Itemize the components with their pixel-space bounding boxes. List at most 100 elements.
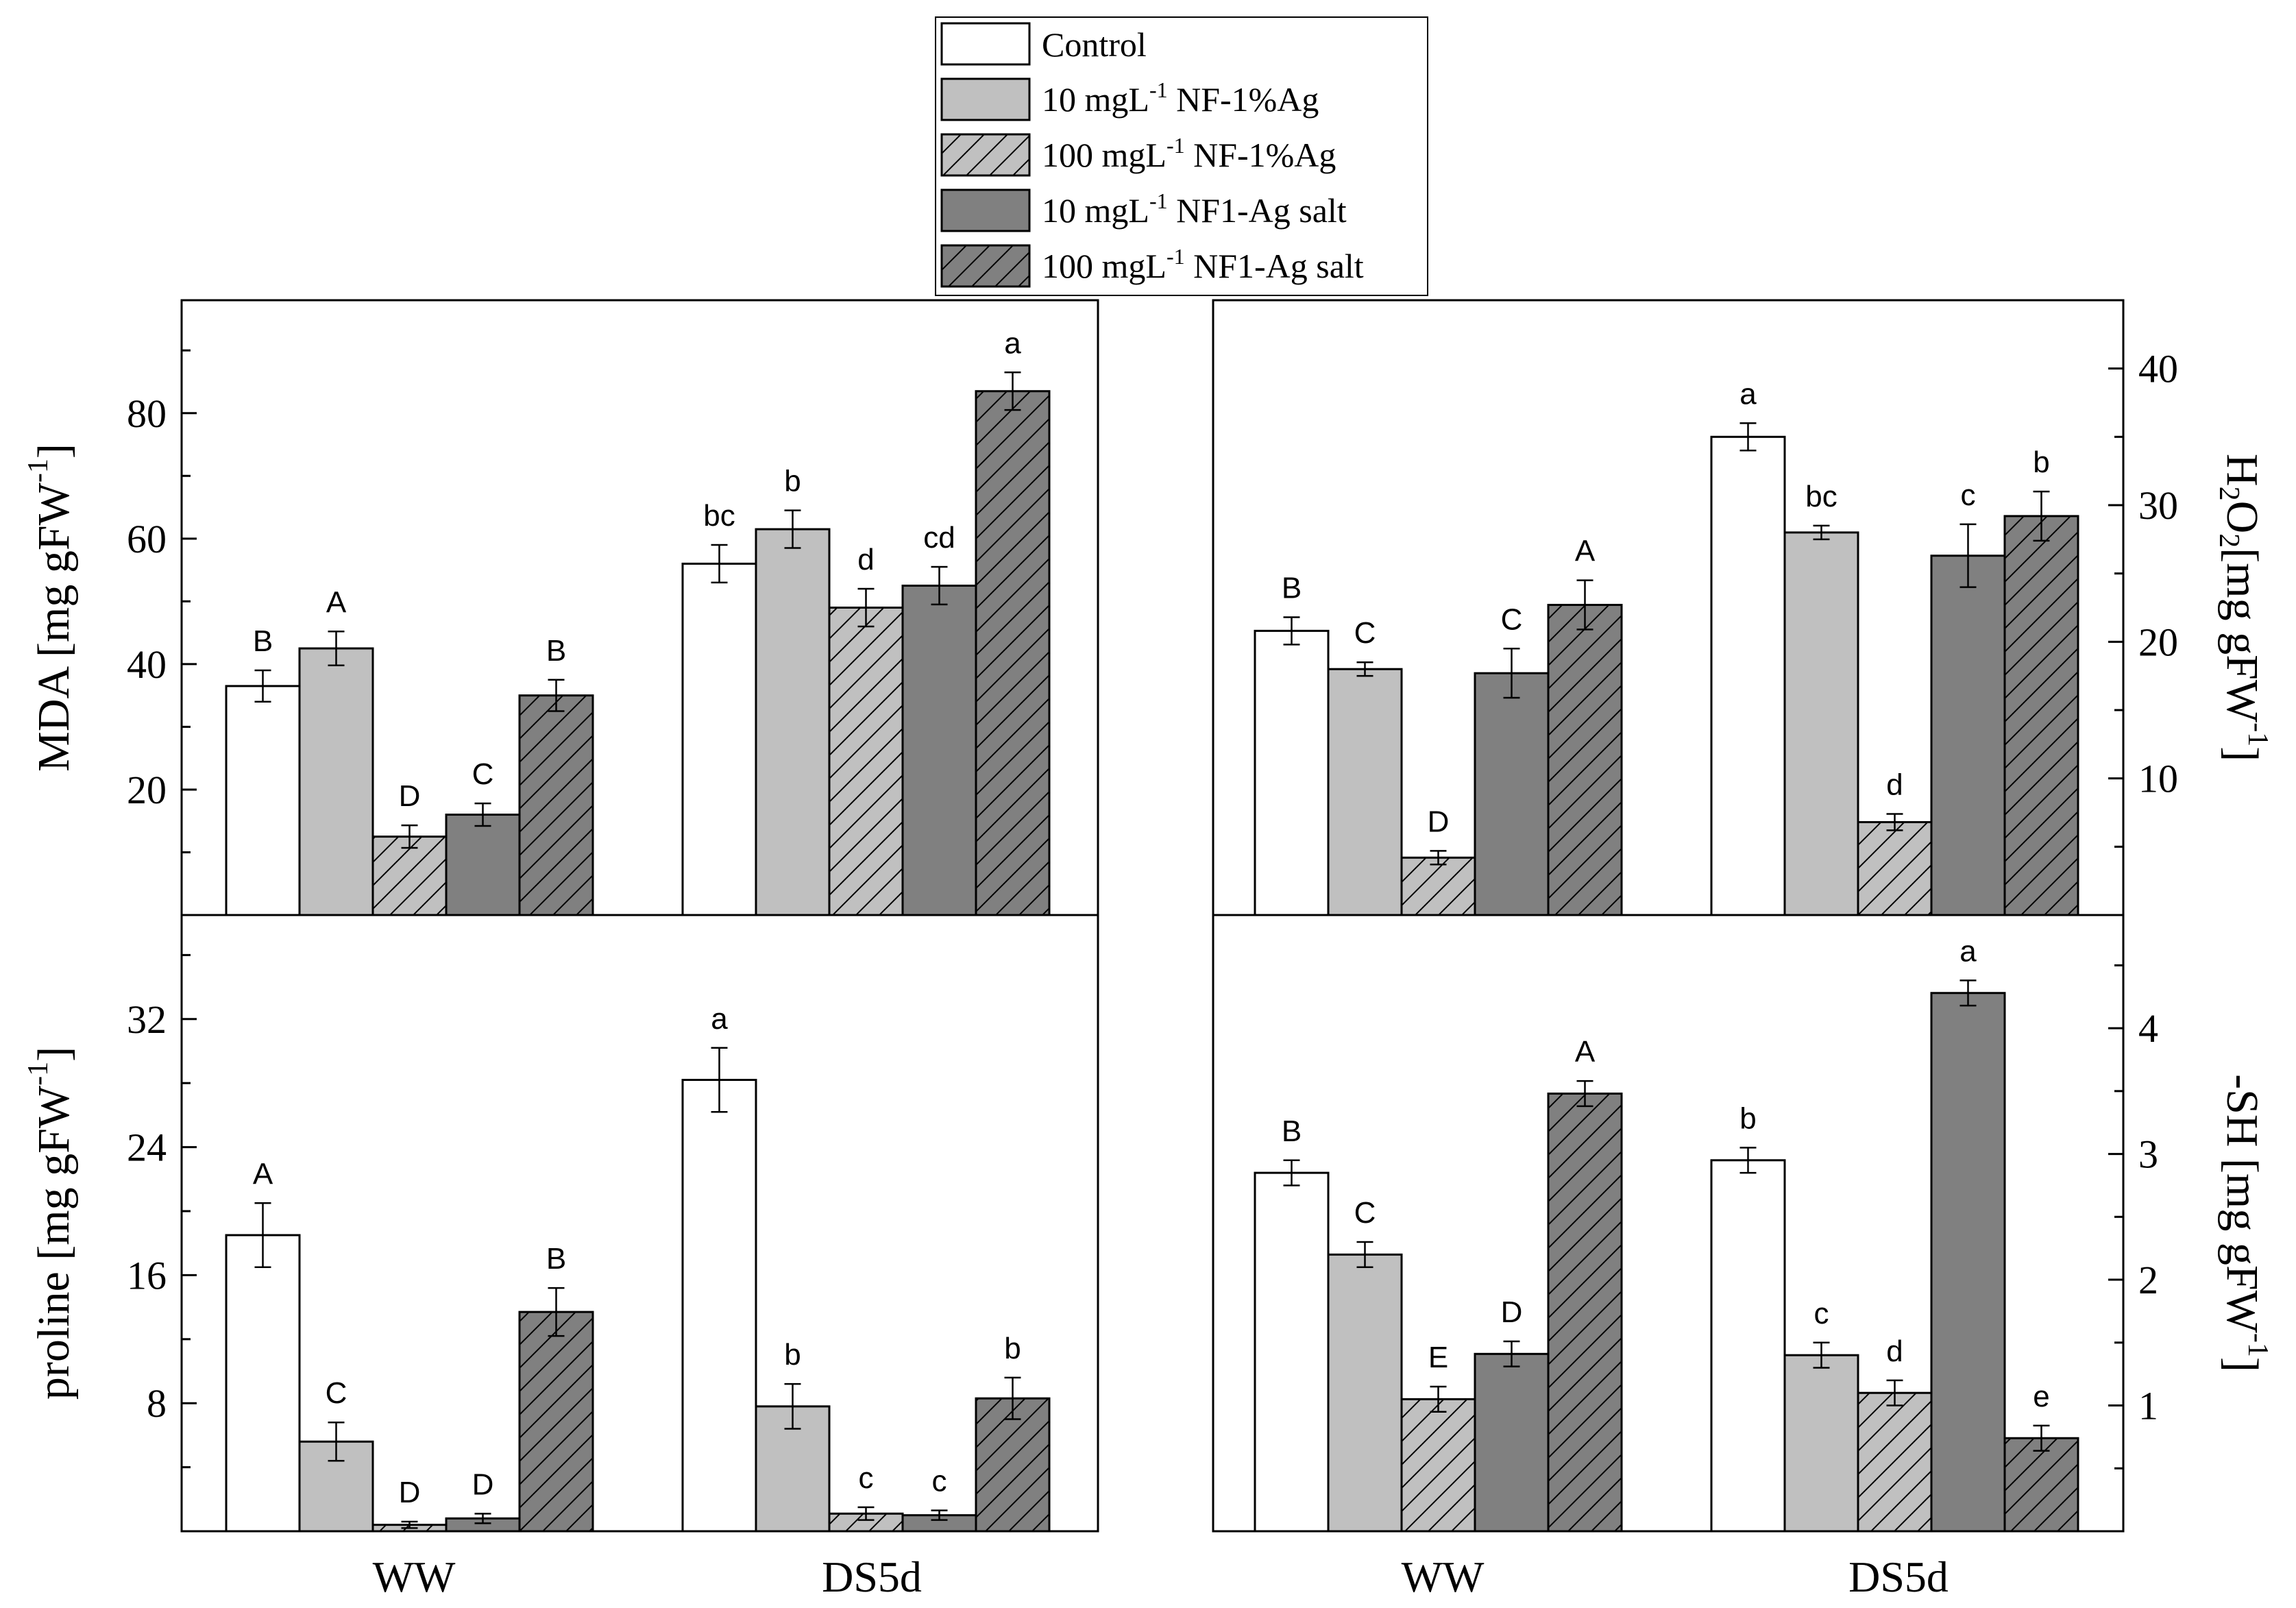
h2o2-bar-nf100-ww [1400,856,1476,916]
mda-bar-salt100-ds5d [975,390,1051,916]
mda-bar-nf100-ds5d [828,607,904,916]
legend-item-salt10: 10 mgL-1 NF1-Ag salt [940,188,1347,232]
sh-bar-salt100-ww [1547,1093,1623,1533]
sh-bar-control-ww [1254,1171,1330,1533]
mda-significance-letter: B [546,634,566,668]
sh-bar-nf100-ww [1400,1398,1476,1533]
proline-y-axis-label: proline [mg gFW-1] [23,1047,80,1400]
legend-item-salt100: 100 mgL-1 NF1-Ag salt [940,244,1364,288]
legend-rest-nf100: NF-1%Ag [1185,136,1336,174]
mda-tick-label: 60 [127,517,167,561]
mda-tick-label: 20 [127,768,167,812]
mda-bar-nf10-ww [298,647,374,916]
sh-significance-letter: C [1354,1196,1376,1230]
sh-significance-letter: d [1886,1335,1903,1368]
legend-label-salt100: 100 mgL-1 NF1-Ag salt [1042,244,1364,285]
h2o2-significance-letter: c [1961,478,1976,512]
legend-sup-salt100: -1 [1167,244,1185,269]
sh-bar-control-ds5d [1710,1159,1786,1533]
proline-tick-label: 8 [147,1381,167,1426]
proline-significance-letter: c [859,1461,874,1495]
x-label-left-ww: WW [373,1552,456,1601]
h2o2-bar-nf100-ds5d [1857,820,1933,916]
mda-significance-letter: a [1004,326,1021,360]
h2o2-significance-letter: b [2033,446,2049,479]
proline-tick-label: 16 [127,1253,167,1298]
h2o2-bar-salt10-ww [1474,672,1550,916]
mda-bar-salt10-ds5d [901,584,977,916]
proline-significance-letter: b [784,1338,801,1372]
proline-significance-letter: c [932,1465,947,1498]
h2o2-bar-control-ds5d [1710,435,1786,916]
h2o2-chart: 10 20 30 40 Ba Cbc Dd Cc Ab H2O2[mg gFW-1] [1254,347,2273,916]
legend-swatch-salt100 [940,244,1031,288]
h2o2-tick-label: 30 [2138,483,2178,528]
sh-significance-letter: e [2033,1380,2049,1413]
legend-sup-salt10: -1 [1149,188,1168,213]
sh-significance-letter: a [1959,934,1977,968]
h2o2-bar-salt100-ww [1547,604,1623,916]
sh-bar-nf10-ds5d [1783,1354,1859,1533]
sh-tick-label: 4 [2138,1006,2158,1051]
sh-significance-letter: A [1575,1035,1596,1069]
h2o2-bar-salt100-ds5d [2003,515,2079,916]
legend-rest-salt10: NF1-Ag salt [1168,191,1347,230]
x-label-right-ww: WW [1402,1552,1485,1601]
legend-swatch-control [940,22,1031,66]
h2o2-tick-label: 10 [2138,757,2178,801]
legend-rest-nf10: NF-1%Ag [1168,80,1319,119]
mda-bar-control-ww [225,685,301,916]
mda-significance-letter: b [784,465,801,498]
h2o2-significance-letter: d [1886,768,1903,801]
h2o2-significance-letter: C [1501,602,1523,636]
mda-significance-letter: B [253,624,273,658]
legend-label-nf10: 10 mgL-1 NF-1%Ag [1042,77,1319,119]
legend-swatch-nf100 [940,133,1031,177]
legend-sup-nf10: -1 [1149,77,1168,102]
h2o2-bar-control-ww [1254,629,1330,916]
mda-significance-letter: bc [703,499,735,533]
proline-significance-letter: D [399,1476,421,1509]
mda-significance-letter: D [399,779,421,813]
legend: Control 10 mgL-1 NF-1%Ag 100 mgL-1 NF-1%… [935,16,1428,296]
sh-bar-salt10-ww [1474,1352,1550,1533]
mda-bar-salt10-ww [445,814,521,916]
mda-significance-letter: d [857,543,874,576]
mda-tick-label: 40 [127,642,167,687]
mda-bar-control-ds5d [681,562,757,916]
sh-bar-nf100-ds5d [1857,1391,1933,1533]
sh-significance-letter: c [1814,1297,1829,1330]
sh-significance-letter: D [1501,1295,1523,1329]
h2o2-y-axis-label: H2O2[mg gFW-1] [2213,454,2273,762]
mda-tick-label: 80 [127,391,167,436]
h2o2-bar-salt10-ds5d [1930,555,2006,916]
legend-item-nf10: 10 mgL-1 NF-1%Ag [940,77,1319,121]
sh-tick-label: 3 [2138,1132,2158,1177]
h2o2-significance-letter: C [1354,616,1376,650]
sh-tick-label: 2 [2138,1258,2158,1302]
legend-swatch-salt10 [940,188,1031,232]
proline-significance-letter: D [472,1467,494,1501]
x-label-left-ds5d: DS5d [822,1552,922,1601]
legend-item-control: Control [940,22,1147,66]
mda-significance-letter: C [472,757,494,791]
h2o2-significance-letter: A [1575,535,1596,568]
h2o2-bar-nf10-ds5d [1783,531,1859,916]
proline-significance-letter: b [1004,1332,1021,1365]
proline-significance-letter: a [711,1002,728,1036]
sh-bar-salt10-ds5d [1930,992,2006,1533]
sh-chart: 1 2 3 4 B b Cc E d Da Ae -SH [mg gFW-1] [1254,934,2273,1533]
legend-label-nf100: 100 mgL-1 NF-1%Ag [1042,133,1336,174]
legend-sup-nf100: -1 [1167,133,1185,158]
mda-bar-salt100-ww [518,694,594,916]
sh-significance-letter: b [1739,1101,1756,1135]
proline-significance-letter: A [253,1157,273,1191]
h2o2-tick-label: 20 [2138,620,2178,664]
mda-bar-nf10-ds5d [755,528,831,916]
h2o2-significance-letter: a [1739,377,1757,411]
legend-rest-salt100: NF1-Ag salt [1185,247,1364,285]
proline-chart: 8 16 24 32 Aa Cb D c D c Bb proline [mg gFW-1] [23,953,1051,1533]
proline-bar-control-ds5d [681,1079,757,1533]
proline-tick-label: 32 [127,997,167,1042]
